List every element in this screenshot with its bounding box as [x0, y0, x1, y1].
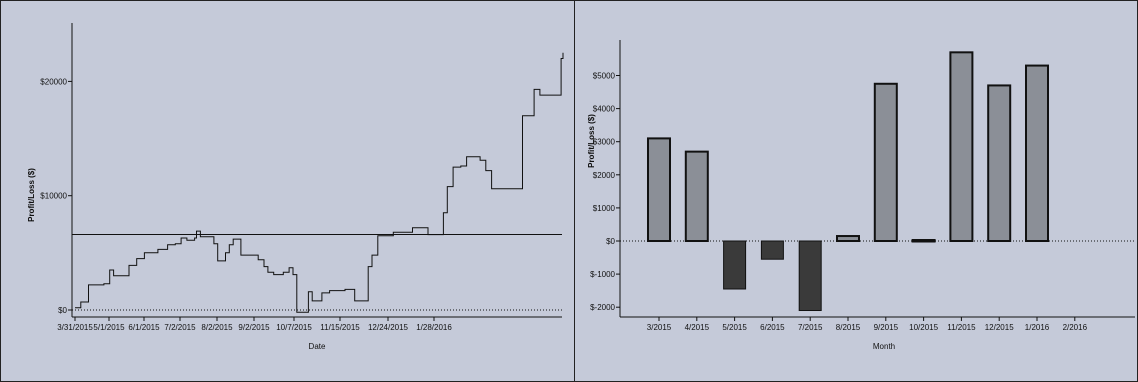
- bar: [911, 239, 936, 243]
- x-tick-label: 8/2/2015: [201, 323, 233, 332]
- x-tick-label: 6/1/2015: [128, 323, 160, 332]
- y-tick-label: $-2000: [590, 303, 615, 312]
- y-tick-label: $10000: [40, 192, 67, 201]
- x-tick-label: 10/7/2015: [276, 323, 312, 332]
- bar: [647, 137, 671, 242]
- x-tick-label: 7/2/2015: [164, 323, 196, 332]
- x-tick-label: 9/2015: [874, 323, 899, 332]
- x-axis-title: Month: [873, 342, 895, 351]
- bar: [684, 150, 709, 243]
- x-tick-label: 3/2015: [647, 323, 672, 332]
- x-tick-label: 4/2015: [685, 323, 710, 332]
- y-tick-label: $2000: [593, 171, 616, 180]
- bar: [949, 51, 974, 242]
- y-tick-label: $-1000: [590, 270, 615, 279]
- x-tick-label: 1/28/2016: [416, 323, 452, 332]
- y-tick-label: $1000: [593, 204, 616, 213]
- y-axis-title: Profit/Loss ($): [587, 114, 596, 168]
- x-axis-title: Date: [309, 342, 326, 351]
- y-tick-label: $0: [58, 306, 67, 315]
- monthly-profit-bar-chart: Profit/Loss ($) Month $-2000 $-1000 $0 $100…: [587, 40, 1135, 351]
- x-tick-label: 11/2015: [947, 323, 976, 332]
- x-tick-label: 5/2015: [722, 323, 747, 332]
- x-tick-label: 9/2/2015: [238, 323, 270, 332]
- x-tick-label: 5/1/2015: [93, 323, 125, 332]
- x-tick-label: 12/24/2015: [368, 323, 409, 332]
- y-tick-label: $5000: [593, 72, 616, 81]
- y-tick-label: $4000: [593, 105, 616, 114]
- y-tick-label: $20000: [40, 77, 67, 86]
- x-tick-label: 12/2015: [985, 323, 1014, 332]
- x-tick-label: 1/2016: [1025, 323, 1050, 332]
- bar: [723, 240, 747, 290]
- panel-divider: [574, 0, 575, 382]
- bar: [760, 240, 784, 260]
- bar: [836, 235, 860, 243]
- bar: [1025, 64, 1049, 242]
- bar: [873, 82, 898, 243]
- y-tick-label: $3000: [593, 138, 616, 147]
- x-tick-label: 7/2015: [798, 323, 823, 332]
- profit-series-line: [75, 52, 564, 313]
- bar: [987, 84, 1012, 243]
- cumulative-profit-line-chart: Profit/Loss ($) Date $0 $10000 $20000 3/31/…: [27, 23, 564, 351]
- bar: [798, 240, 822, 312]
- x-tick-label: 6/2015: [760, 323, 785, 332]
- x-tick-label: 10/2015: [909, 323, 938, 332]
- x-tick-label: 2/2016: [1063, 323, 1088, 332]
- x-tick-label: 3/31/2015: [57, 323, 93, 332]
- y-tick-label: $0: [606, 237, 615, 246]
- y-axis-title: Profit/Loss ($): [27, 168, 36, 222]
- x-tick-label: 8/2015: [836, 323, 861, 332]
- x-tick-label: 11/15/2015: [320, 323, 360, 332]
